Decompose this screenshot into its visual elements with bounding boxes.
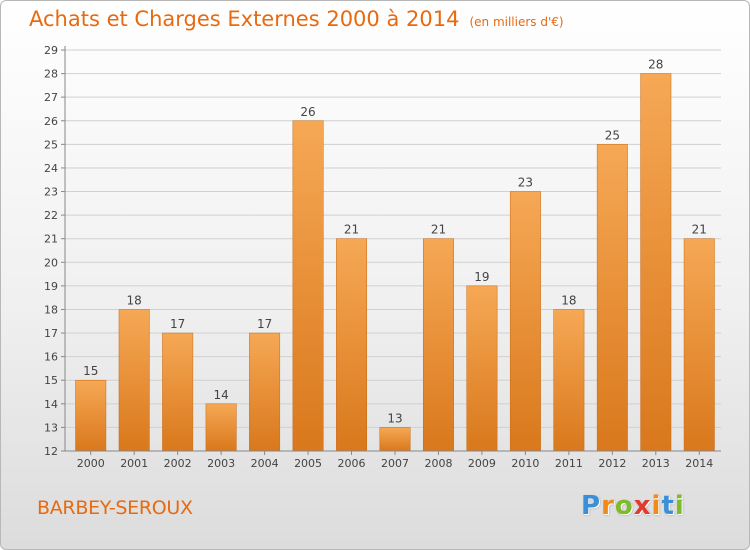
y-tick-label: 26 [44, 115, 58, 128]
x-tick-label: 2004 [251, 457, 279, 470]
y-tick-label: 23 [44, 186, 58, 199]
x-tick-label: 2013 [642, 457, 670, 470]
bar-2012 [596, 144, 628, 452]
bar-2003 [205, 403, 237, 452]
data-label: 21 [692, 223, 707, 237]
commune-name: BARBEY-SEROUX [37, 497, 193, 519]
chart-subtitle: (en milliers d'€) [469, 15, 564, 29]
y-tick-label: 13 [44, 421, 58, 434]
y-tick-label: 12 [44, 445, 58, 458]
bar-2000 [75, 379, 107, 452]
data-label: 21 [344, 223, 359, 237]
bar-2005 [292, 120, 324, 452]
bar-2009 [466, 285, 498, 452]
x-tick-label: 2010 [511, 457, 539, 470]
y-tick-label: 24 [44, 162, 58, 175]
y-tick-label: 25 [44, 138, 58, 151]
logo-letter: P [581, 491, 602, 521]
y-axis: 12 13 14 15 16 17 18 19 20 21 22 23 24 25 26 27 28 29 [44, 44, 66, 458]
data-label: 13 [387, 411, 402, 425]
y-tick-label: 17 [44, 327, 58, 340]
x-tick-label: 2006 [338, 457, 366, 470]
bar-2010 [509, 191, 541, 452]
y-tick-label: 21 [44, 233, 58, 246]
data-label: 17 [170, 317, 185, 331]
y-tick-label: 28 [44, 68, 58, 81]
logo-letter: i [651, 491, 662, 521]
bar-2006 [336, 238, 367, 452]
x-tick-label: 2001 [120, 457, 148, 470]
y-tick-label: 14 [44, 398, 58, 411]
y-tick-label: 16 [44, 351, 58, 364]
y-tick-label: 19 [44, 280, 58, 293]
y-tick-label: 29 [44, 44, 58, 57]
x-tick-label: 2000 [77, 457, 105, 470]
x-tick-label: 2009 [468, 457, 496, 470]
x-tick-label: 2003 [207, 457, 235, 470]
bar-2001 [118, 309, 150, 452]
data-label: 28 [648, 58, 663, 72]
logo-letter: t [661, 491, 675, 521]
logo-letter: i [674, 491, 685, 521]
data-label: 15 [83, 364, 98, 378]
bar-2013 [640, 73, 672, 452]
bars: 15 18 17 14 17 26 21 13 21 19 23 18 25 28 21 [75, 58, 715, 452]
data-label: 18 [561, 293, 576, 307]
data-label: 21 [431, 223, 446, 237]
data-label: 19 [474, 270, 489, 284]
y-tick-label: 22 [44, 209, 58, 222]
chart-title: Achats et Charges Externes 2000 à 2014 (e… [29, 7, 564, 31]
x-tick-label: 2012 [598, 457, 626, 470]
y-tick-label: 27 [44, 91, 58, 104]
logo-letter: o [614, 491, 634, 521]
x-tick-label: 2008 [424, 457, 452, 470]
bar-2008 [423, 238, 454, 452]
x-axis: 2000 2001 2002 2003 2004 2005 2006 2007 2008 2009… [65, 450, 721, 470]
logo-letter: x [633, 491, 652, 521]
bar-2011 [553, 309, 585, 452]
data-label: 25 [605, 128, 620, 142]
bar-2014 [683, 238, 715, 452]
x-tick-label: 2002 [164, 457, 192, 470]
data-label: 18 [127, 293, 142, 307]
bar-2007 [379, 427, 411, 452]
bar-2004 [249, 332, 281, 452]
data-label: 23 [518, 176, 533, 190]
y-tick-label: 18 [44, 303, 58, 316]
x-tick-label: 2014 [685, 457, 713, 470]
logo-letter: r [601, 491, 615, 521]
y-tick-label: 15 [44, 374, 58, 387]
x-tick-label: 2011 [555, 457, 583, 470]
data-label: 17 [257, 317, 272, 331]
chart-title-text: Achats et Charges Externes 2000 à 2014 [29, 7, 460, 31]
x-tick-label: 2007 [381, 457, 409, 470]
y-tick-label: 20 [44, 256, 58, 269]
x-tick-label: 2005 [294, 457, 322, 470]
data-label: 14 [213, 388, 228, 402]
bar-2002 [162, 332, 194, 452]
proxiti-logo[interactable]: Proxiti [581, 491, 685, 521]
data-label: 26 [300, 105, 315, 119]
